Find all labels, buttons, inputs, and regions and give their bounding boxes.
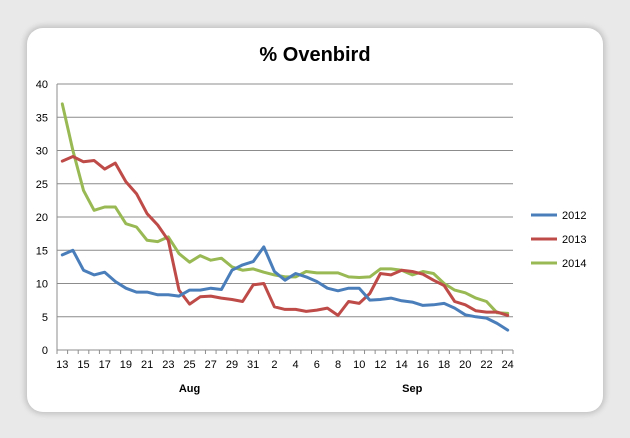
x-axis-ticks: 13 15 17 19 21 23 25 27 29 31 2 4 6 8 10 12 14 16 18 20 22 24 [56,359,514,371]
x-tick-label: 15 [77,359,89,371]
x-tick-label: 6 [314,359,320,371]
x-tick-label: 23 [162,359,174,371]
legend-label-2012: 2012 [562,210,586,222]
series-lines [60,102,510,332]
y-tick-label: 35 [36,112,48,124]
month-labels: Aug Sep [179,383,423,395]
legend: 2012 2013 2014 [531,210,586,270]
y-axis-ticks: 0 5 10 15 20 25 30 35 40 [36,79,48,357]
x-tick-label: 24 [502,359,514,371]
x-tick-label: 18 [438,359,450,371]
y-tick-label: 5 [42,312,48,324]
y-tick-label: 30 [36,146,48,158]
month-label: Sep [402,383,422,395]
series-line-2013 [60,155,510,317]
legend-label-2013: 2013 [562,234,586,246]
x-tick-label: 13 [56,359,68,371]
x-tick-label: 4 [293,359,299,371]
x-tick-label: 17 [99,359,111,371]
legend-label-2014: 2014 [562,258,586,270]
x-tick-label: 12 [374,359,386,371]
y-tick-label: 0 [42,345,48,357]
series-line-2012 [60,245,510,332]
x-tick-label: 21 [141,359,153,371]
chart-title: % Ovenbird [259,44,370,66]
y-tick-label: 40 [36,79,48,91]
y-tick-label: 25 [36,179,48,191]
series-line-2014 [60,102,510,315]
y-tick-label: 10 [36,279,48,291]
x-tick-label: 29 [226,359,238,371]
x-tick-label: 2 [271,359,277,371]
x-tick-label: 19 [120,359,132,371]
x-tick-label: 8 [335,359,341,371]
y-tick-label: 15 [36,245,48,257]
x-tick-label: 22 [480,359,492,371]
x-tick-label: 20 [459,359,471,371]
x-tick-label: 25 [183,359,195,371]
x-tick-label: 16 [417,359,429,371]
month-label: Aug [179,383,200,395]
x-tick-label: 14 [396,359,408,371]
x-tick-label: 10 [353,359,365,371]
gridlines [57,83,513,318]
x-tick-label: 31 [247,359,259,371]
x-axis [56,84,514,354]
x-tick-label: 27 [205,359,217,371]
y-tick-label: 20 [36,212,48,224]
